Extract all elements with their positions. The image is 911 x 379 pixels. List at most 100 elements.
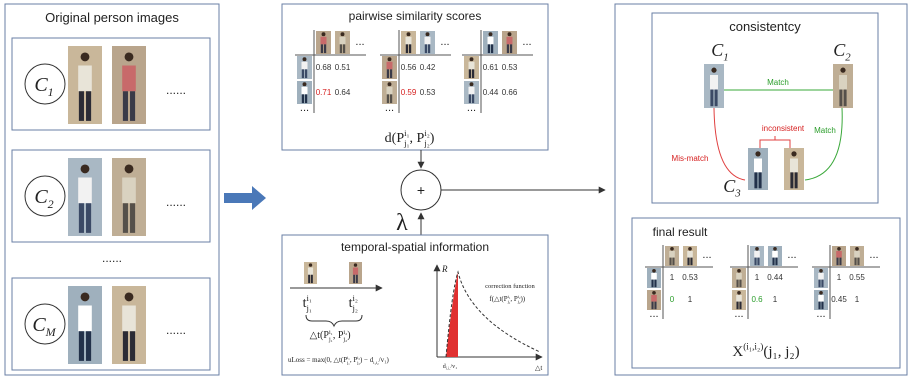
person-image: [839, 90, 842, 107]
person-image: [321, 44, 323, 53]
person-image: [469, 62, 475, 70]
person-image: [687, 251, 693, 258]
person-image: [78, 178, 92, 204]
person-image: [354, 263, 357, 266]
person-image: [488, 44, 490, 53]
person-image: [790, 159, 798, 173]
person-image: [130, 331, 135, 361]
person-image: [651, 280, 653, 288]
formula-part: X: [732, 344, 743, 360]
person-image: [341, 32, 345, 36]
person-image: [356, 275, 358, 283]
person-image: [840, 68, 845, 73]
camera-label: C2: [833, 40, 851, 64]
person-image: [387, 87, 393, 95]
person-image: [507, 44, 509, 53]
person-image: [491, 44, 493, 53]
person-image: [353, 275, 355, 283]
person-image: [688, 247, 692, 251]
person-image: [79, 203, 84, 233]
person-image: [772, 251, 778, 258]
person-image: [652, 269, 656, 273]
person-image: [340, 37, 346, 45]
person-image: [855, 247, 859, 251]
temporal-panel: [282, 235, 548, 375]
label-sub: 1: [723, 52, 728, 64]
diagram: Original person images ...... pairwise s…: [0, 0, 911, 379]
person-image: [710, 75, 718, 90]
person-image: [818, 280, 820, 288]
person-image: [428, 44, 430, 53]
matrix-value: 0.45: [831, 295, 847, 304]
person-image: [79, 331, 84, 361]
person-image: [469, 69, 471, 78]
matrix-value: 1: [755, 273, 760, 282]
person-image: [406, 37, 412, 45]
label-sub: 2: [845, 52, 851, 64]
person-image: [343, 44, 345, 53]
formula-part: j₂: [352, 303, 358, 313]
person-image: [470, 57, 474, 61]
person-image: [390, 69, 392, 78]
person-image: [303, 57, 307, 61]
person-image: [470, 82, 474, 86]
formula: △t(Pi₁j₁, Pi₂j₂): [310, 329, 351, 343]
person-image: [303, 82, 307, 86]
person-image: [669, 258, 671, 266]
formula-part: , P: [510, 295, 518, 303]
person-image: [819, 269, 823, 273]
person-image: [308, 268, 313, 275]
matrix-value: 0.51: [335, 63, 351, 72]
person-image: [715, 90, 718, 107]
formula-part: ): [347, 330, 350, 341]
formula-part: j₁: [306, 303, 312, 313]
person-image: [130, 203, 135, 233]
person-image: [836, 258, 838, 266]
label-base: C: [32, 314, 46, 336]
person-image: [125, 165, 134, 174]
person-image: [839, 75, 847, 90]
person-image: [773, 247, 777, 251]
matrix-value: 0.42: [420, 63, 436, 72]
person-image: [387, 62, 393, 70]
formula: f(△t(Pi₁j₁, Pi₂j₂)): [489, 294, 525, 304]
person-image: [86, 331, 91, 361]
formula-part: d(P: [385, 131, 405, 146]
main-arrow: [224, 186, 266, 210]
person-image: [711, 68, 716, 73]
person-image: [302, 87, 308, 95]
person-image: [736, 295, 742, 302]
person-image: [122, 178, 136, 204]
person-image: [123, 91, 128, 121]
formula-part: i₁: [307, 293, 312, 303]
formula-part: /v₁: [450, 364, 457, 370]
ellipsis: ...: [522, 36, 531, 48]
formula-part: )): [520, 295, 525, 303]
formula-text: d(Pi₁j₁, Pi₂j₂): [385, 128, 435, 148]
match-link: [805, 108, 842, 180]
matrix-value: 0.64: [335, 88, 351, 97]
person-image: [854, 258, 856, 266]
person-image: [795, 172, 798, 188]
curve-label: correction function: [485, 283, 535, 290]
similarity-panel: [282, 4, 548, 150]
person-image: [737, 269, 741, 273]
person-image: [321, 37, 327, 45]
matrix-value: 0.55: [849, 273, 865, 282]
matrix-value: 1: [670, 273, 675, 282]
ellipsis: ...: [787, 249, 796, 261]
link-label: Match: [814, 126, 836, 135]
person-image: [775, 258, 777, 266]
person-image: [81, 53, 90, 62]
ellipsis: ...: [385, 102, 394, 114]
label-sub: 2: [48, 197, 54, 211]
formula: ti₁j₁: [303, 293, 312, 313]
matrix-value: 0.53: [502, 63, 518, 72]
formula-text: uLoss = max(0, △t(Pi₁j₁, Pi₂j₂) − di₁i₂/…: [288, 355, 390, 365]
person-image: [737, 291, 741, 295]
formula-text: ti₂j₂: [349, 293, 358, 313]
operator: +: [417, 182, 425, 198]
ellipsis: ......: [166, 83, 186, 97]
matrix-value: 1: [688, 295, 693, 304]
ellipsis: ......: [166, 323, 186, 337]
